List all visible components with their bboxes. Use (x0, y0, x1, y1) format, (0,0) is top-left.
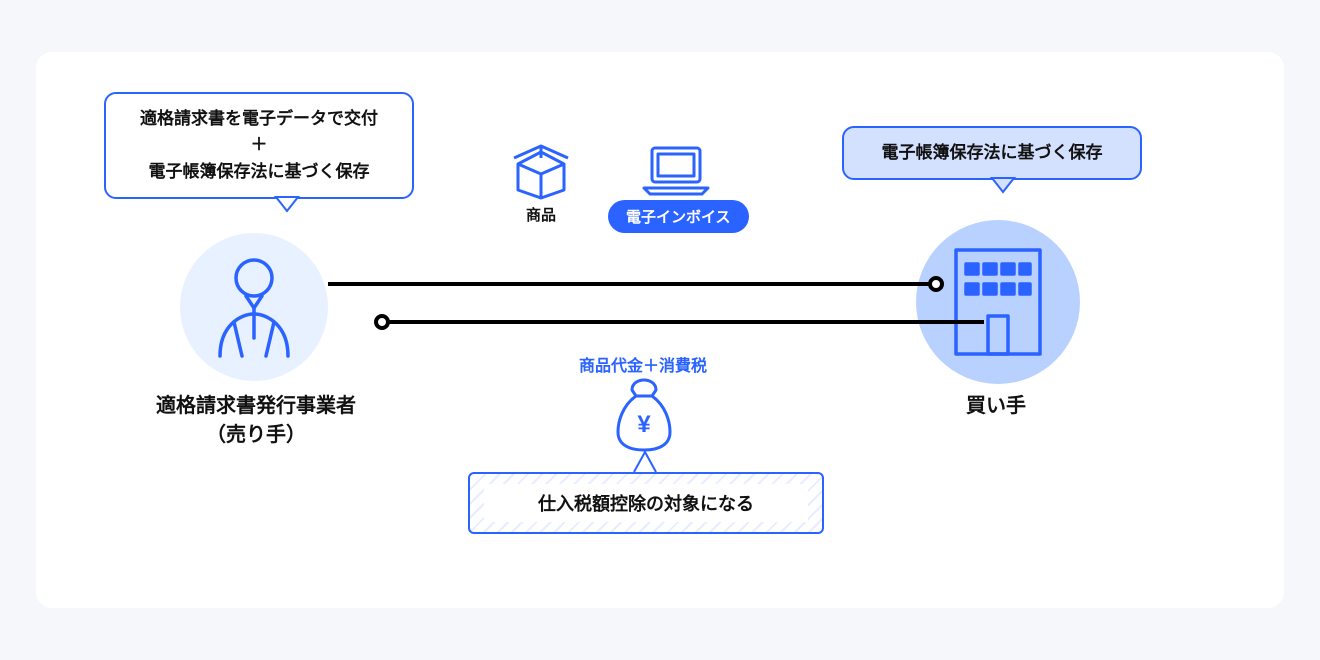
moneybag-icon: ¥ (612, 378, 676, 452)
seller-bubble-line2: 電子帳簿保存法に基づく保存 (149, 162, 370, 181)
diagram-panel: 適格請求書を電子データで交付 ＋ 電子帳簿保存法に基づく保存 電子帳簿保存法に基… (36, 52, 1284, 608)
flow-top-endpoint (928, 276, 944, 292)
buyer-bubble: 電子帳簿保存法に基づく保存 (842, 126, 1142, 180)
building-icon (950, 244, 1046, 356)
person-icon (210, 252, 298, 360)
einvoice-pill: 電子インボイス (608, 200, 749, 233)
buyer-label: 買い手 (936, 392, 1056, 421)
moneybag-tail (634, 452, 656, 472)
flow-bottom-endpoint (374, 314, 390, 330)
seller-label: 適格請求書発行事業者 （売り手） (126, 392, 386, 450)
flow-top-line (328, 282, 936, 286)
seller-bubble-plus: ＋ (251, 135, 268, 154)
seller-bubble: 適格請求書を電子データで交付 ＋ 電子帳簿保存法に基づく保存 (104, 92, 414, 199)
deduction-box: 仕入税額控除の対象になる (468, 472, 824, 534)
laptop-icon (640, 144, 712, 196)
payment-heading: 商品代金＋消費税 (558, 352, 728, 376)
box-icon (512, 144, 570, 198)
svg-text:¥: ¥ (637, 411, 651, 438)
seller-bubble-line1: 適格請求書を電子データで交付 (140, 109, 378, 128)
box-label: 商品 (504, 204, 578, 225)
flow-bottom-line (382, 320, 984, 324)
deduction-text: 仕入税額控除の対象になる (538, 490, 754, 516)
buyer-bubble-text: 電子帳簿保存法に基づく保存 (882, 143, 1103, 162)
